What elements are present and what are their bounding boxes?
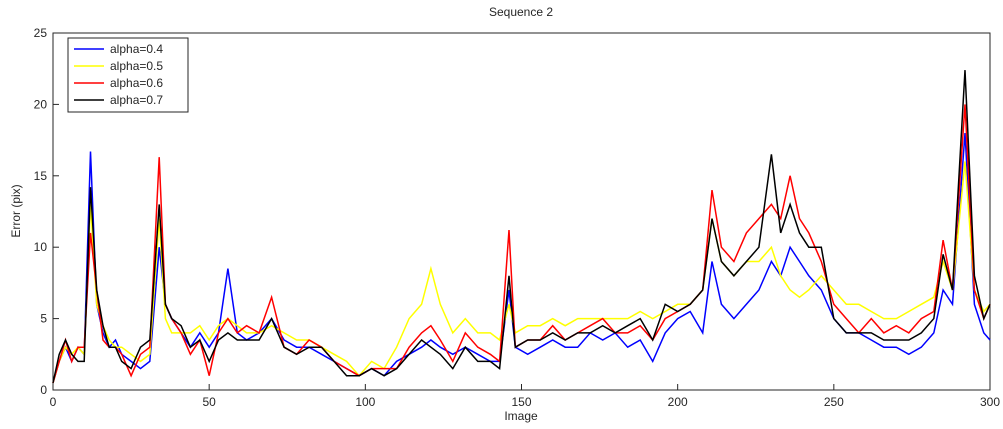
series-line: [52, 70, 991, 384]
legend-label: alpha=0.5: [110, 59, 163, 73]
series-line: [52, 132, 991, 384]
x-tick-label: 100: [355, 395, 375, 409]
legend-label: alpha=0.4: [110, 42, 163, 56]
x-tick-label: 250: [824, 395, 844, 409]
y-tick-label: 20: [34, 97, 48, 111]
y-tick-label: 5: [40, 312, 47, 326]
y-tick-label: 15: [34, 169, 48, 183]
x-axis-label: Image: [504, 409, 538, 423]
legend-label: alpha=0.7: [110, 93, 163, 107]
x-tick-label: 200: [668, 395, 688, 409]
x-tick-label: 300: [980, 395, 1000, 409]
plot-frame: [52, 32, 991, 391]
chart-title: Sequence 2: [489, 5, 553, 19]
y-axis-label: Error (pix): [9, 184, 23, 237]
y-tick-label: 0: [40, 383, 47, 397]
x-tick-label: 150: [511, 395, 531, 409]
x-tick-label: 50: [202, 395, 216, 409]
y-tick-label: 25: [34, 26, 48, 40]
series-line: [52, 104, 991, 384]
x-tick-label: 0: [50, 395, 57, 409]
y-tick-label: 10: [34, 240, 48, 254]
series-line: [52, 161, 991, 384]
legend-label: alpha=0.6: [110, 76, 163, 90]
